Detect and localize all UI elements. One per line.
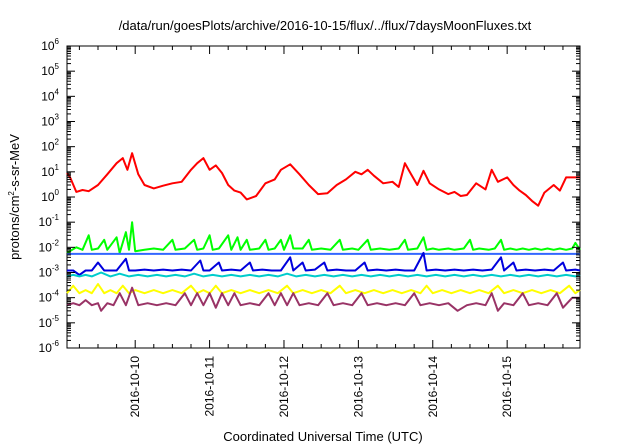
series-layer <box>66 152 581 312</box>
y-tick-label: 105 <box>41 62 59 78</box>
x-tick-label: 2016-10-12 <box>277 356 291 418</box>
y-tick-label-base: 10 <box>39 341 53 355</box>
y-tick-label: 10-1 <box>39 213 60 229</box>
series-line-2 <box>66 221 581 254</box>
y-tick-label: 10-3 <box>39 264 60 280</box>
y-tick-label-base: 10 <box>41 89 55 103</box>
y-tick-label-exp: 5 <box>55 62 60 71</box>
y-tick-label-exp: -2 <box>52 238 60 247</box>
y-tick-label: 106 <box>41 37 59 53</box>
y-tick-label-base: 10 <box>41 140 55 154</box>
y-tick-label-base: 10 <box>41 190 55 204</box>
y-tick-label: 10-2 <box>39 238 60 254</box>
y-tick-label-exp: -6 <box>52 339 60 348</box>
y-tick-label-exp: -1 <box>52 213 60 222</box>
y-tick-label-base: 10 <box>39 291 53 305</box>
y-tick-label: 103 <box>41 113 59 129</box>
y-tick-label-base: 10 <box>39 266 53 280</box>
y-tick-label: 100 <box>41 188 59 204</box>
y-tick-label-base: 10 <box>39 316 53 330</box>
y-tick-label: 102 <box>41 138 59 154</box>
y-tick-label-base: 10 <box>39 215 53 229</box>
y-tick-label-exp: 0 <box>55 188 60 197</box>
y-tick-label-exp: 1 <box>55 163 60 172</box>
x-axis-label: Coordinated Universal Time (UTC) <box>223 429 422 444</box>
y-tick-label-base: 10 <box>39 240 53 254</box>
y-axis-label-rest: -s-sr-MeV <box>7 134 22 191</box>
y-tick-label-exp: 4 <box>55 87 60 96</box>
y-axis-label-base: protons/cm <box>7 196 22 260</box>
y-tick-label: 10-5 <box>39 314 60 330</box>
chart-title: /data/run/goesPlots/archive/2016-10-15/f… <box>119 18 532 33</box>
y-tick-label-exp: 2 <box>55 138 60 147</box>
x-tick-label: 2016-10-11 <box>203 356 217 417</box>
y-tick-label: 10-6 <box>39 339 60 355</box>
y-axis-label: protons/cm2-s-sr-MeV <box>7 134 22 260</box>
x-tick-label: 2016-10-13 <box>351 356 365 418</box>
y-tick-label-exp: -3 <box>52 264 60 273</box>
y-tick-label: 104 <box>41 87 59 103</box>
series-line-1 <box>66 152 580 207</box>
y-tick-label: 101 <box>41 163 59 179</box>
y-tick-label-base: 10 <box>41 39 55 53</box>
x-tick-label: 2016-10-15 <box>500 356 514 418</box>
series-line-5 <box>66 271 581 278</box>
y-tick-label-exp: -5 <box>52 314 60 323</box>
y-tick-label-exp: 3 <box>55 113 60 122</box>
x-tick-label: 2016-10-14 <box>426 356 440 418</box>
y-axis-label-exp: 2 <box>7 191 16 196</box>
y-tick-label-base: 10 <box>41 115 55 129</box>
y-tick-label: 10-4 <box>39 289 60 305</box>
tick-layer: 10-610-510-410-310-210-11001011021031041… <box>39 37 580 417</box>
series-line-4 <box>67 251 581 276</box>
plot-frame <box>66 45 581 349</box>
y-tick-label-base: 10 <box>41 64 55 78</box>
series-line-7 <box>66 286 580 312</box>
y-tick-label-exp: 6 <box>55 37 60 46</box>
y-tick-label-exp: -4 <box>52 289 60 298</box>
series-line-6 <box>66 283 581 295</box>
y-tick-label-base: 10 <box>41 165 55 179</box>
x-tick-label: 2016-10-10 <box>128 356 142 418</box>
